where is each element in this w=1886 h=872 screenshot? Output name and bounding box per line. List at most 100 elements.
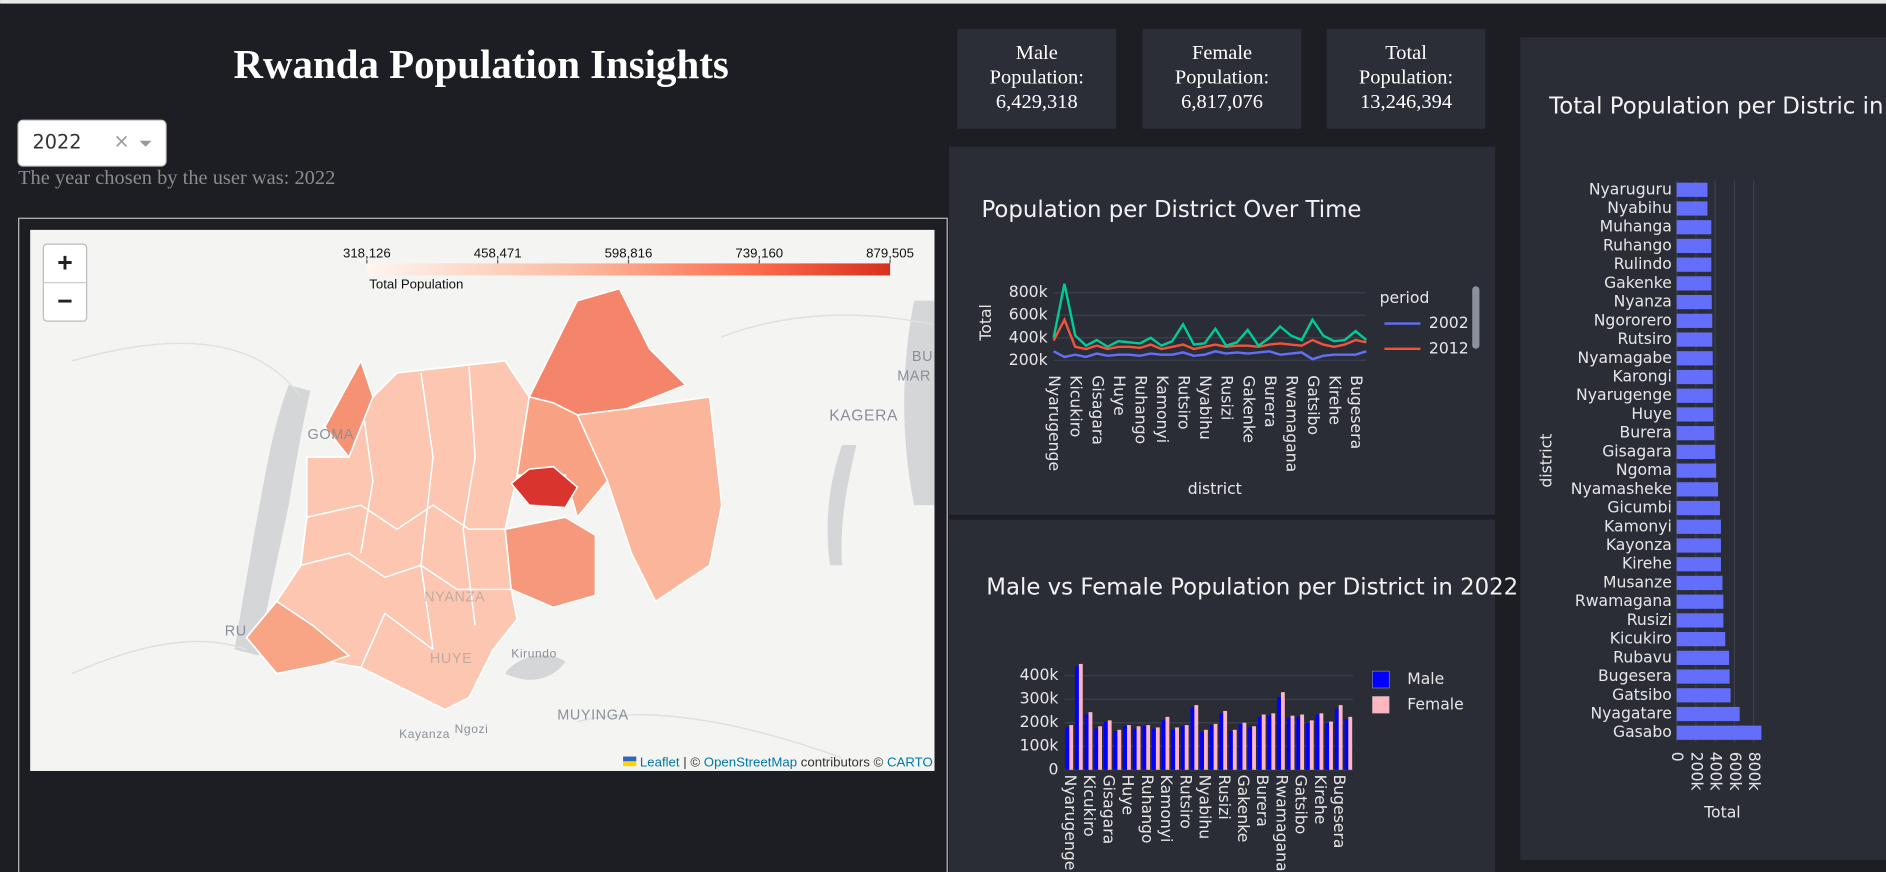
y-tick-label: 400k bbox=[1020, 665, 1059, 684]
bar bbox=[1286, 718, 1291, 770]
top-edge bbox=[0, 0, 1886, 4]
bar bbox=[1107, 720, 1112, 770]
kpi-label: Population: bbox=[1175, 66, 1269, 88]
map-label: BU bbox=[912, 349, 933, 365]
district-region[interactable] bbox=[576, 396, 723, 603]
legend-label: 2002 bbox=[1429, 313, 1469, 332]
map[interactable]: + − Total Population Leaflet | © OpenStr… bbox=[30, 229, 935, 771]
line-series bbox=[1052, 316, 1367, 351]
bar bbox=[1676, 444, 1716, 460]
x-tick-label: Nyarugenge bbox=[1061, 775, 1080, 871]
y-tick-label: Muhanga bbox=[1600, 217, 1672, 236]
chart-title: Population per District Over Time bbox=[981, 197, 1361, 223]
x-tick-label: Gakenke bbox=[1234, 775, 1253, 843]
bar bbox=[1094, 728, 1099, 770]
chart-title: Total Population per Distric in 2 bbox=[1548, 94, 1886, 120]
legend-title: period bbox=[1380, 288, 1430, 307]
lake bbox=[904, 300, 935, 506]
bar bbox=[1242, 722, 1247, 770]
bar bbox=[1065, 727, 1070, 770]
y-tick-label: Kamonyi bbox=[1604, 516, 1672, 535]
bar bbox=[1676, 594, 1724, 609]
zoom-control[interactable]: + − bbox=[42, 243, 88, 322]
map-frame bbox=[18, 217, 948, 872]
bar bbox=[1329, 721, 1333, 770]
bar bbox=[1344, 719, 1349, 770]
y-axis-label: district bbox=[1536, 434, 1555, 488]
bar bbox=[1676, 557, 1721, 572]
district-region[interactable] bbox=[510, 465, 579, 509]
dropdown-caret[interactable] bbox=[139, 140, 152, 147]
bar bbox=[1676, 182, 1708, 197]
x-tick-label: Kicukiro bbox=[1080, 775, 1099, 837]
kpi-label: Female bbox=[1192, 42, 1252, 64]
bar bbox=[1300, 714, 1305, 770]
bar bbox=[1271, 713, 1276, 770]
bar bbox=[1180, 726, 1185, 770]
colorbar-tick-label: 318,126 bbox=[343, 245, 391, 260]
legend-label: Female bbox=[1407, 694, 1464, 713]
bar bbox=[1075, 666, 1079, 770]
bar bbox=[1676, 463, 1717, 478]
zoom-in[interactable]: + bbox=[57, 248, 72, 278]
x-tick-label: Burera bbox=[1253, 775, 1272, 827]
attribution-link[interactable]: Leaflet bbox=[640, 754, 680, 769]
x-tick-label: Gisagara bbox=[1088, 375, 1107, 445]
x-tick-label: Rusizi bbox=[1218, 375, 1237, 420]
caption: The year chosen by the user was: 2022 bbox=[18, 167, 335, 189]
bar bbox=[1190, 707, 1195, 770]
bar bbox=[1676, 613, 1724, 628]
zoom-out[interactable]: − bbox=[57, 286, 72, 316]
y-tick-label: Karongi bbox=[1613, 367, 1672, 386]
bar bbox=[1209, 725, 1214, 770]
x-tick-label: 800k bbox=[1745, 752, 1764, 791]
x-tick-label: Gatsibo bbox=[1304, 375, 1323, 435]
colorbar-tick-label: 879,505 bbox=[866, 245, 914, 260]
flag-icon bbox=[623, 756, 637, 762]
bar bbox=[1155, 727, 1160, 770]
attribution-link[interactable]: CARTO bbox=[887, 754, 933, 769]
y-tick-label: 100k bbox=[1020, 736, 1059, 755]
y-tick-label: 0 bbox=[1049, 759, 1059, 778]
bar bbox=[1305, 722, 1310, 770]
district-region[interactable] bbox=[504, 516, 597, 609]
y-tick-label: Nyanza bbox=[1614, 292, 1672, 311]
kpi-box bbox=[957, 28, 1117, 129]
legend-scrollbar[interactable] bbox=[1472, 286, 1480, 349]
bar bbox=[1229, 730, 1233, 770]
bar bbox=[1319, 713, 1324, 770]
y-tick-label: Ngoma bbox=[1616, 460, 1672, 479]
bar bbox=[1676, 706, 1740, 722]
x-tick-label: 600k bbox=[1726, 752, 1745, 791]
dropdown-clear[interactable]: × bbox=[113, 129, 129, 152]
x-tick-label: Rwamagana bbox=[1282, 375, 1301, 472]
map-label: KAGERA bbox=[829, 407, 898, 424]
bar bbox=[1334, 708, 1339, 770]
x-tick-label: Nyabihu bbox=[1195, 775, 1214, 840]
y-tick-label: 600k bbox=[1009, 305, 1048, 324]
line-chart-panel bbox=[949, 146, 1496, 515]
bar bbox=[1175, 727, 1179, 770]
bar bbox=[1252, 726, 1256, 770]
kpi-label: Total bbox=[1385, 42, 1427, 64]
bar bbox=[1348, 716, 1353, 770]
bar bbox=[1213, 723, 1218, 770]
bar bbox=[1676, 388, 1713, 403]
y-tick-label: Gatsibo bbox=[1612, 685, 1672, 704]
bar bbox=[1338, 705, 1343, 770]
y-tick-label: Musanze bbox=[1603, 572, 1672, 591]
legend-label: 2012 bbox=[1429, 338, 1469, 357]
bar bbox=[1257, 716, 1262, 770]
bar bbox=[1676, 632, 1726, 647]
lake bbox=[827, 445, 857, 566]
bar bbox=[1296, 716, 1301, 770]
district-region[interactable] bbox=[323, 358, 374, 459]
bar bbox=[1676, 220, 1712, 235]
attribution-link[interactable]: OpenStreetMap bbox=[704, 754, 797, 769]
district-region[interactable] bbox=[245, 600, 351, 675]
year-dropdown[interactable]: 2022 × bbox=[17, 119, 167, 167]
bar bbox=[1676, 650, 1730, 665]
bar bbox=[1676, 313, 1713, 328]
bar bbox=[1676, 407, 1714, 422]
dropdown-box[interactable] bbox=[17, 119, 167, 167]
